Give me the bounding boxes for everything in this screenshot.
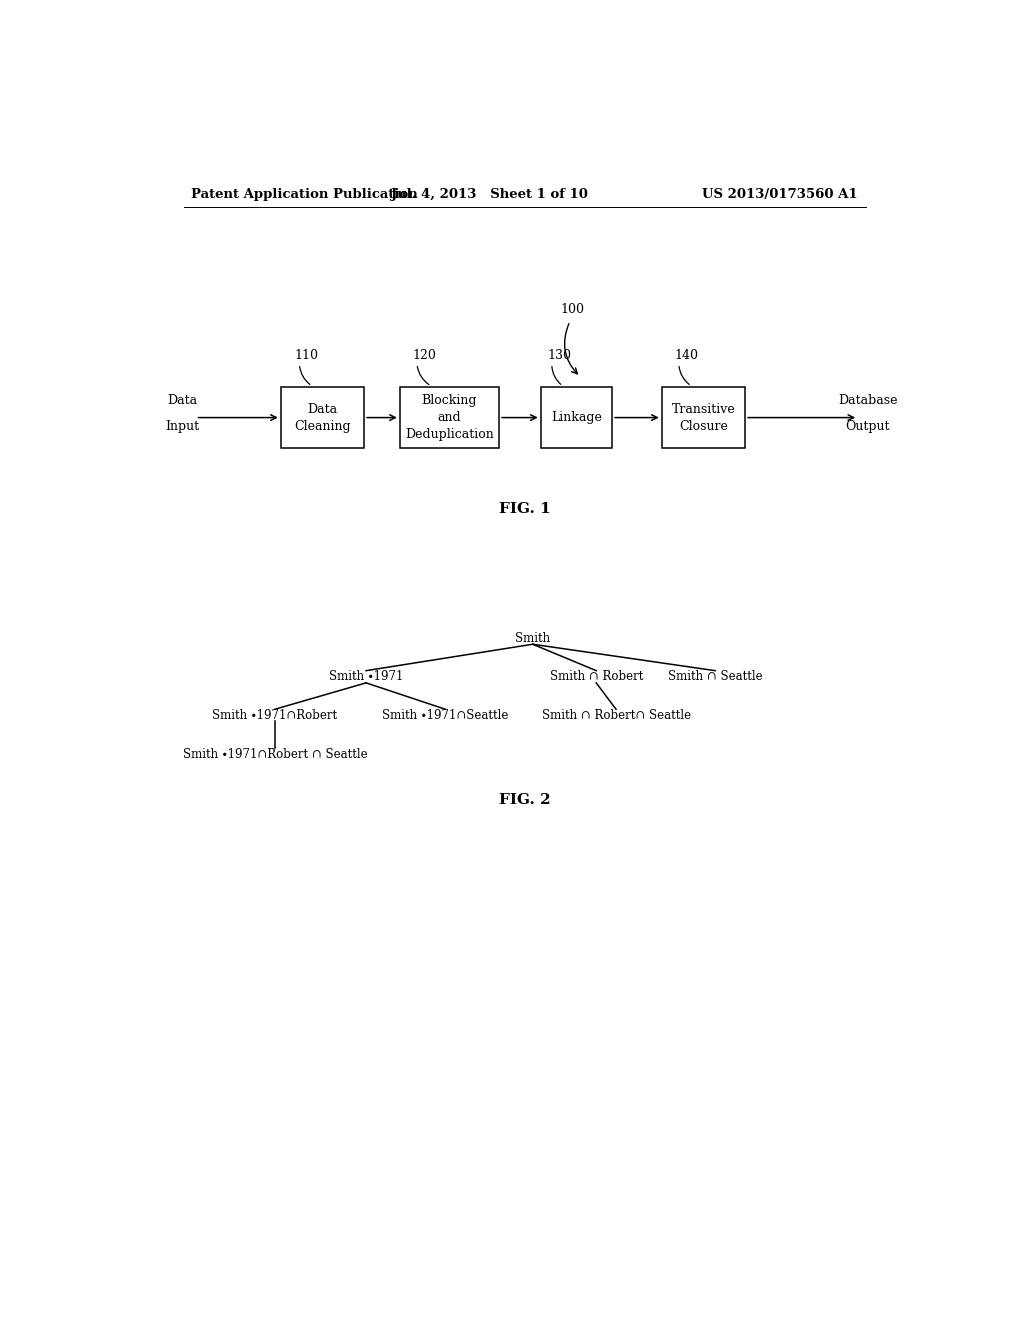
Text: Smith: Smith (515, 632, 550, 644)
Text: Smith ∩ Robert∩ Seattle: Smith ∩ Robert∩ Seattle (542, 709, 690, 722)
Text: 120: 120 (412, 348, 436, 362)
Text: Input: Input (165, 420, 199, 433)
Bar (399, 387, 499, 447)
Text: Smith ∩ Seattle: Smith ∩ Seattle (668, 671, 763, 684)
Text: Database: Database (838, 395, 897, 408)
Text: Jul. 4, 2013   Sheet 1 of 10: Jul. 4, 2013 Sheet 1 of 10 (390, 189, 588, 202)
Text: Data
Cleaning: Data Cleaning (294, 403, 351, 433)
Text: Smith ∙1971: Smith ∙1971 (329, 671, 403, 684)
Text: Data: Data (167, 395, 197, 408)
Text: US 2013/0173560 A1: US 2013/0173560 A1 (702, 189, 858, 202)
Text: 140: 140 (674, 348, 698, 362)
Text: Smith ∙1971∩Robert: Smith ∙1971∩Robert (212, 709, 337, 722)
Bar (662, 387, 745, 447)
Text: Smith ∩ Robert: Smith ∩ Robert (550, 671, 643, 684)
Bar (541, 387, 612, 447)
Text: 110: 110 (295, 348, 318, 362)
Text: Smith ∙1971∩Seattle: Smith ∙1971∩Seattle (382, 709, 509, 722)
Text: Patent Application Publication: Patent Application Publication (191, 189, 418, 202)
Text: Blocking
and
Deduplication: Blocking and Deduplication (406, 395, 494, 441)
Text: Transitive
Closure: Transitive Closure (672, 403, 735, 433)
Text: FIG. 2: FIG. 2 (499, 793, 551, 807)
Text: Output: Output (846, 420, 890, 433)
Text: Linkage: Linkage (551, 411, 602, 424)
Text: 130: 130 (547, 348, 571, 362)
Bar (281, 387, 365, 447)
Text: Smith ∙1971∩Robert ∩ Seattle: Smith ∙1971∩Robert ∩ Seattle (182, 747, 368, 760)
Text: 100: 100 (560, 304, 585, 315)
Text: FIG. 1: FIG. 1 (499, 502, 551, 516)
